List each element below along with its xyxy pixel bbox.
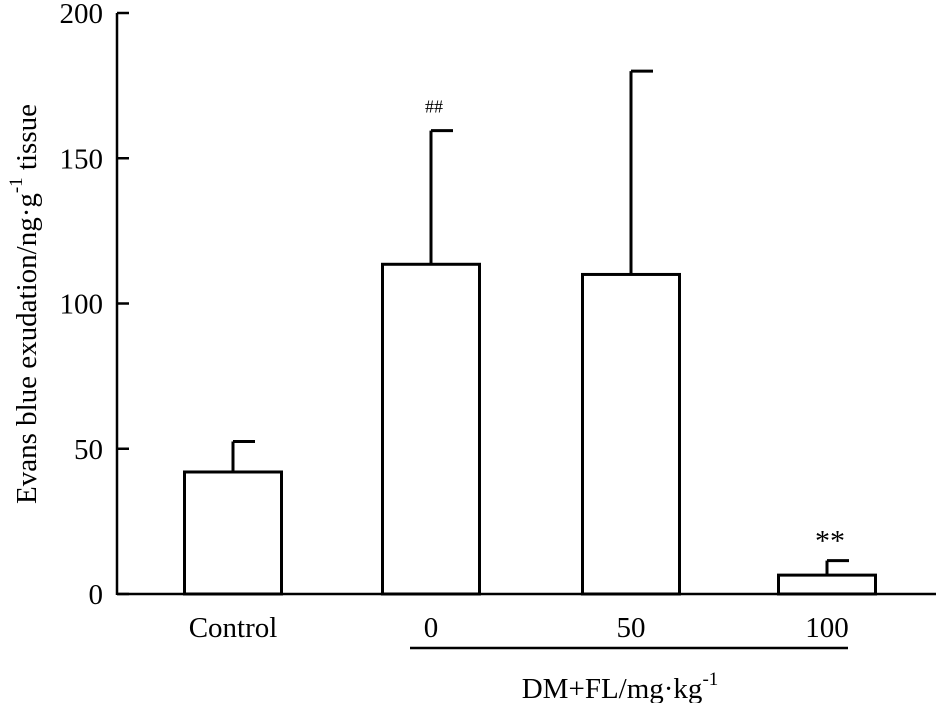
y-tick-label: 50: [74, 434, 103, 466]
bar: [183, 470, 283, 596]
bars-group: Control ## 0 50 ** 100: [183, 69, 877, 644]
significance-label: **: [815, 525, 845, 558]
y-axis-label: Evans blue exudation/ng·g-1 tissue: [6, 104, 43, 504]
y-tick-label: 100: [60, 289, 104, 321]
bar: [777, 573, 877, 596]
y-tick-label: 150: [60, 143, 104, 175]
labels-group: Evans blue exudation/ng·g-1 tissue DM+FL…: [6, 104, 848, 703]
y-tick-label: 0: [89, 579, 104, 611]
x-tick-label: 0: [424, 612, 439, 644]
x-group-label: DM+FL/mg·kg-1: [522, 669, 719, 703]
x-tick-label: 50: [617, 612, 646, 644]
x-tick-label: Control: [189, 612, 278, 644]
bar: [381, 262, 481, 596]
bar: [581, 272, 681, 596]
significance-label: ##: [425, 97, 443, 117]
x-tick-label: 100: [805, 612, 849, 644]
y-tick-label: 200: [60, 0, 104, 30]
